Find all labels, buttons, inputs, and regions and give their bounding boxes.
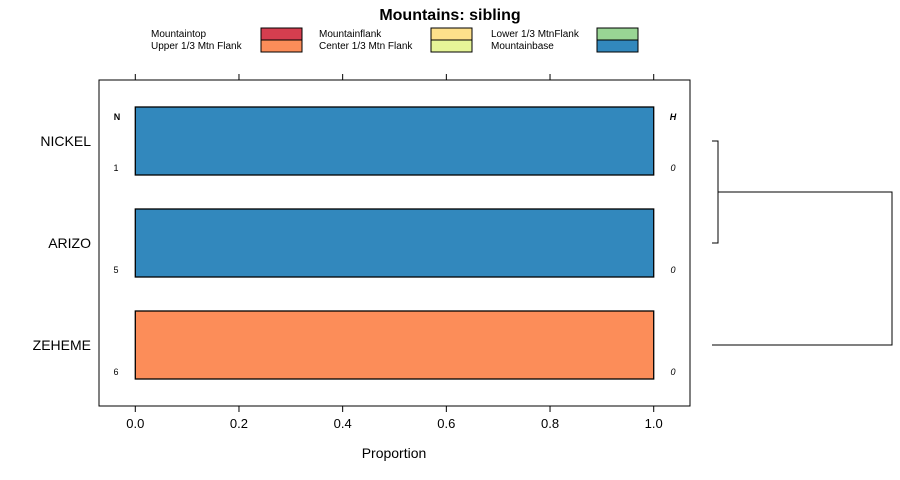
x-axis-label: Proportion <box>362 445 427 461</box>
n-value-arizo: 5 <box>113 265 118 275</box>
h-header: H <box>670 112 677 122</box>
dendrogram-merge-zeheme <box>712 191 893 346</box>
row-label-arizo: ARIZO <box>48 235 91 251</box>
legend-label-upper-1-3-mtn-flank: Upper 1/3 Mtn Flank <box>151 41 243 52</box>
legend-swatch-upper-1-3-mtn-flank <box>260 39 303 53</box>
row-label-zeheme: ZEHEME <box>33 337 91 353</box>
x-tick-label: 0.6 <box>437 416 455 431</box>
bar-arizo-mountainbase <box>134 208 655 278</box>
x-tick-label: 0.4 <box>334 416 352 431</box>
dendrogram <box>712 140 893 346</box>
legend-label-mountaintop: Mountaintop <box>151 29 206 40</box>
bar-nickel-mountainbase <box>134 106 655 176</box>
bars: NICKEL 1 0 ARIZO 5 0 ZEHEME 6 0 <box>33 106 676 380</box>
legend-swatch-mountainbase <box>596 39 639 53</box>
row-label-nickel: NICKEL <box>40 133 91 149</box>
dendrogram-merge-nickel-arizo <box>712 140 719 244</box>
chart-title: Mountains: sibling <box>379 7 520 24</box>
legend-label-mountainflank: Mountainflank <box>319 29 382 40</box>
x-tick-label: 0.8 <box>541 416 559 431</box>
n-value-zeheme: 6 <box>113 367 118 377</box>
x-tick-label: 0.2 <box>230 416 248 431</box>
x-tick-label: 1.0 <box>645 416 663 431</box>
legend-swatch-mountaintop <box>260 27 303 41</box>
legend-label-center-1-3-mtn-flank: Center 1/3 Mtn Flank <box>319 41 413 52</box>
x-tick-label: 0.0 <box>126 416 144 431</box>
h-value-zeheme: 0 <box>670 367 675 377</box>
plot-frame <box>98 79 691 407</box>
legend-swatch-center-1-3-mtn-flank <box>430 39 473 53</box>
legend-label-mountainbase: Mountainbase <box>491 41 554 52</box>
n-value-nickel: 1 <box>113 163 118 173</box>
legend-swatch-mountainflank <box>430 27 473 41</box>
h-value-nickel: 0 <box>670 163 675 173</box>
axes: 0.0 0.2 0.4 0.6 0.8 1.0 <box>126 74 663 431</box>
bar-zeheme-upper-1-3-mtn-flank <box>134 310 655 380</box>
legend-label-lower-1-3-mtnflank: Lower 1/3 MtnFlank <box>491 29 580 40</box>
n-header: N <box>114 112 121 122</box>
h-value-arizo: 0 <box>670 265 675 275</box>
legend-swatch-lower-1-3-mtnflank <box>596 27 639 41</box>
